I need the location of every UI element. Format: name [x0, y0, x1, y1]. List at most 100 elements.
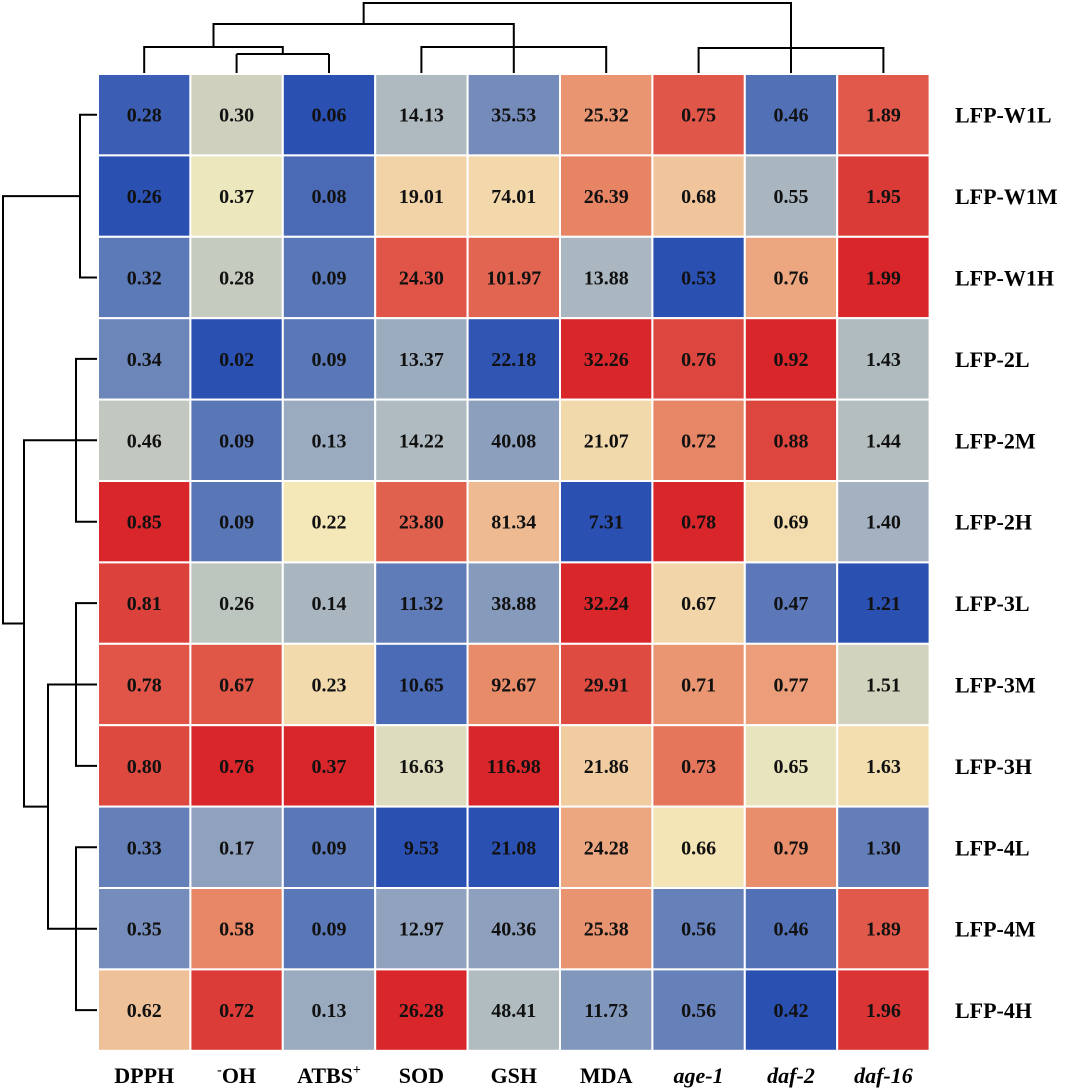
- dendrogram-branch: [143, 46, 284, 74]
- cell-value-label: 0.62: [127, 1000, 162, 1022]
- heatmap-cell: [97, 805, 192, 889]
- heatmap-cell: [97, 642, 192, 727]
- cell-value-label: 0.06: [312, 105, 347, 127]
- heatmap-cell: [281, 887, 377, 971]
- heatmap-cell: [836, 154, 931, 238]
- heatmap-cell: [466, 805, 562, 889]
- cell-value-label: 0.47: [774, 593, 809, 615]
- cell-value-label: 32.26: [584, 349, 629, 371]
- heatmap-cell: [651, 317, 746, 401]
- cell-value-label: 24.30: [399, 268, 444, 290]
- cell-value-label: 14.13: [399, 105, 444, 127]
- cell-value-label: 40.08: [491, 430, 536, 452]
- cell-value-label: 32.24: [584, 593, 629, 615]
- row-label: LFP-4M: [955, 917, 1036, 942]
- row-label: LFP-W1M: [955, 184, 1058, 209]
- cell-value-label: 25.32: [584, 105, 629, 127]
- column-label: DPPH: [114, 1063, 174, 1088]
- heatmap-cell: [374, 887, 469, 971]
- row-label: LFP-4L: [955, 835, 1030, 860]
- heatmap-cell: [97, 317, 192, 401]
- cell-value-label: 26.28: [399, 1000, 444, 1022]
- heatmap-cell: [651, 235, 746, 320]
- dendrogram-branch: [47, 683, 76, 930]
- cell-value-label: 0.78: [127, 675, 162, 697]
- heatmap-cell: [559, 887, 654, 971]
- cell-value-label: 1.96: [866, 1000, 901, 1022]
- cell-value-label: 0.81: [127, 593, 162, 615]
- cell-value-label: 1.95: [866, 186, 901, 208]
- heatmap-cell: [651, 805, 746, 889]
- cell-value-label: 0.72: [219, 1000, 254, 1022]
- cell-value-label: 0.68: [681, 186, 716, 208]
- heatmap-cell: [189, 887, 284, 971]
- cell-value-label: 0.65: [774, 756, 809, 778]
- heatmap-cell: [466, 154, 562, 238]
- heatmap-cell: [374, 398, 469, 483]
- cell-value-label: 0.09: [312, 919, 347, 941]
- cell-value-label: 0.66: [681, 837, 716, 859]
- cell-value-label: 0.32: [127, 268, 162, 290]
- heatmap-cell: [466, 968, 562, 1052]
- heatmap-cell: [836, 968, 931, 1052]
- heatmap-cell: [836, 724, 931, 808]
- cell-value-label: 11.32: [399, 593, 443, 615]
- heatmap-cell: [559, 235, 654, 320]
- cell-value-label: 1.89: [866, 105, 901, 127]
- heatmap-cell: [97, 968, 192, 1052]
- column-label: SOD: [399, 1063, 444, 1088]
- cell-value-label: 0.46: [774, 105, 809, 127]
- heatmap-cell: [189, 154, 284, 238]
- heatmap-cells: 0.28 0.30 0.06 14.13 35.53 25.32 0.75 0.46 1.89 0…: [97, 73, 931, 1052]
- cell-value-label: 0.77: [774, 675, 809, 697]
- heatmap-cell: [189, 968, 284, 1052]
- column-label: GSH: [491, 1063, 537, 1088]
- dendrogram-branch: [23, 439, 76, 808]
- row-dendrogram: [2, 113, 98, 1012]
- heatmap-cell: [836, 561, 931, 645]
- heatmap-cell: [651, 480, 746, 564]
- heatmap-cell: [97, 398, 192, 483]
- heatmap-cell: [466, 73, 562, 157]
- cell-value-label: 23.80: [399, 512, 444, 534]
- heatmap-cell: [743, 480, 839, 564]
- cell-value-label: 0.26: [219, 593, 254, 615]
- cell-value-label: 0.79: [774, 837, 809, 859]
- cell-value-label: 0.09: [312, 268, 347, 290]
- heatmap-cell: [281, 480, 377, 564]
- cell-value-label: 7.31: [589, 512, 624, 534]
- cell-value-label: 0.14: [312, 593, 347, 615]
- cell-value-label: 0.42: [774, 1000, 809, 1022]
- heatmap-cell: [466, 480, 562, 564]
- cell-value-label: 35.53: [491, 105, 536, 127]
- column-dendrogram: [143, 2, 885, 74]
- cell-value-label: 0.09: [312, 349, 347, 371]
- row-label: LFP-W1H: [955, 266, 1054, 291]
- heatmap-cell: [743, 398, 839, 483]
- cell-value-label: 22.18: [491, 349, 536, 371]
- cell-value-label: 1.99: [866, 268, 901, 290]
- cell-value-label: 74.01: [491, 186, 536, 208]
- cell-value-label: 10.65: [399, 675, 444, 697]
- dendrogram-branch: [2, 195, 80, 625]
- cell-value-label: 1.89: [866, 919, 901, 941]
- dendrogram-branch: [362, 2, 792, 48]
- cell-value-label: 21.86: [584, 756, 629, 778]
- cell-value-label: 1.43: [866, 349, 901, 371]
- cell-value-label: 21.08: [491, 837, 536, 859]
- heatmap-cell: [97, 724, 192, 808]
- cell-value-label: 0.67: [219, 675, 254, 697]
- cell-value-label: 0.56: [681, 1000, 716, 1022]
- heatmap-cell: [189, 642, 284, 727]
- cell-value-label: 40.36: [491, 919, 536, 941]
- row-label: LFP-2L: [955, 347, 1030, 372]
- cell-value-label: 0.56: [681, 919, 716, 941]
- heatmap-cell: [281, 642, 377, 727]
- heatmap-cell: [281, 805, 377, 889]
- cell-value-label: 0.55: [774, 186, 809, 208]
- column-label: daf-16: [854, 1063, 913, 1088]
- column-label: age-1: [674, 1063, 724, 1088]
- cell-value-label: 0.33: [127, 837, 162, 859]
- cell-value-label: 0.73: [681, 756, 716, 778]
